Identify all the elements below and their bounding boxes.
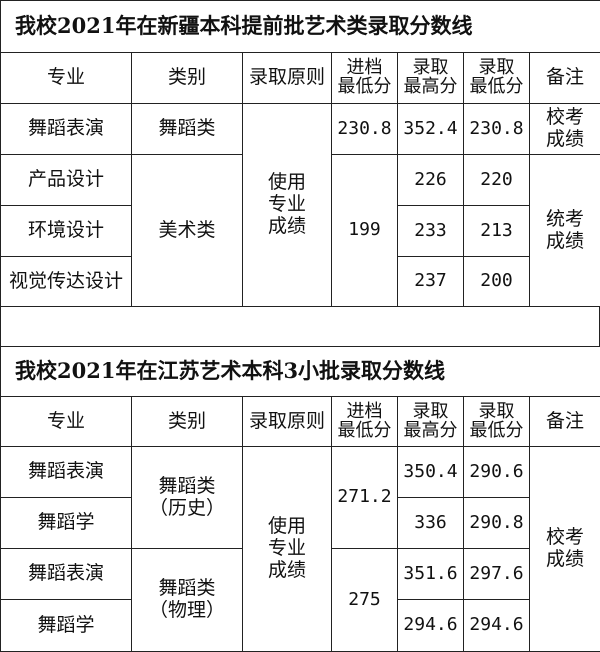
major: 舞蹈学 — [1, 600, 132, 652]
admit-max: 237 — [398, 257, 464, 307]
header-row: 专业 类别 录取原则 进档最低分 录取最高分 录取最低分 备注 — [1, 53, 600, 104]
admit-min: 200 — [464, 257, 530, 307]
admit-min: 290.6 — [464, 447, 530, 498]
admit-min: 294.6 — [464, 600, 530, 652]
admit-max: 336 — [398, 498, 464, 549]
header-enter-min: 进档最低分 — [332, 53, 398, 104]
admit-min: 230.8 — [464, 104, 530, 155]
header-major: 专业 — [1, 397, 132, 447]
admit-max: 226 — [398, 155, 464, 206]
xinjiang-score-table: 我校2021年在新疆本科提前批艺术类录取分数线 专业 类别 录取原则 进档最低分… — [0, 0, 600, 307]
note: 校考成绩 — [530, 447, 600, 652]
category: 舞蹈类 — [132, 104, 243, 155]
table-row: 舞蹈表演 舞蹈类 使用专业成绩 230.8 352.4 230.8 校考成绩 — [1, 104, 600, 155]
header-category: 类别 — [132, 53, 243, 104]
table-title: 我校2021年在新疆本科提前批艺术类录取分数线 — [1, 1, 600, 53]
header-category: 类别 — [132, 397, 243, 447]
note: 统考成绩 — [530, 155, 600, 307]
category: 舞蹈类（物理） — [132, 549, 243, 652]
principle: 使用专业成绩 — [243, 104, 332, 307]
enter-min: 199 — [332, 155, 398, 307]
spacer-row — [0, 306, 600, 346]
table-row: 舞蹈表演 舞蹈类（历史） 使用专业成绩 271.2 350.4 290.6 校考… — [1, 447, 600, 498]
category: 美术类 — [132, 155, 243, 307]
header-major: 专业 — [1, 53, 132, 104]
header-admit-min: 录取最低分 — [464, 397, 530, 447]
admit-max: 351.6 — [398, 549, 464, 600]
major: 产品设计 — [1, 155, 132, 206]
major: 舞蹈学 — [1, 498, 132, 549]
principle: 使用专业成绩 — [243, 447, 332, 652]
category: 舞蹈类（历史） — [132, 447, 243, 549]
enter-min: 230.8 — [332, 104, 398, 155]
header-principle: 录取原则 — [243, 53, 332, 104]
admit-max: 233 — [398, 206, 464, 257]
major: 环境设计 — [1, 206, 132, 257]
major: 视觉传达设计 — [1, 257, 132, 307]
major: 舞蹈表演 — [1, 447, 132, 498]
header-note: 备注 — [530, 53, 600, 104]
major: 舞蹈表演 — [1, 104, 132, 155]
jiangsu-score-table: 我校2021年在江苏艺术本科3小批录取分数线 专业 类别 录取原则 进档最低分 … — [0, 346, 600, 652]
header-row: 专业 类别 录取原则 进档最低分 录取最高分 录取最低分 备注 — [1, 397, 600, 447]
admit-max: 350.4 — [398, 447, 464, 498]
header-admit-max: 录取最高分 — [398, 53, 464, 104]
enter-min: 275 — [332, 549, 398, 652]
table-title: 我校2021年在江苏艺术本科3小批录取分数线 — [1, 347, 600, 397]
header-admit-max: 录取最高分 — [398, 397, 464, 447]
header-enter-min: 进档最低分 — [332, 397, 398, 447]
major: 舞蹈表演 — [1, 549, 132, 600]
enter-min: 271.2 — [332, 447, 398, 549]
header-principle: 录取原则 — [243, 397, 332, 447]
header-note: 备注 — [530, 397, 600, 447]
admit-max: 294.6 — [398, 600, 464, 652]
admit-min: 213 — [464, 206, 530, 257]
admit-max: 352.4 — [398, 104, 464, 155]
admit-min: 297.6 — [464, 549, 530, 600]
admit-min: 290.8 — [464, 498, 530, 549]
admit-min: 220 — [464, 155, 530, 206]
header-admit-min: 录取最低分 — [464, 53, 530, 104]
note: 校考成绩 — [530, 104, 600, 155]
